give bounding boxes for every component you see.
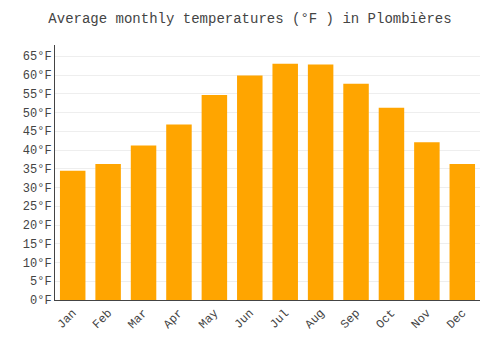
svg-text:5°F: 5°F [30,275,52,289]
svg-text:60°F: 60°F [23,69,52,83]
svg-text:May: May [196,307,221,332]
svg-text:Jul: Jul [267,307,292,332]
svg-text:Feb: Feb [90,307,115,332]
svg-text:Aug: Aug [303,307,328,332]
svg-text:50°F: 50°F [23,107,52,121]
svg-text:Sep: Sep [338,307,363,332]
svg-text:40°F: 40°F [23,144,52,158]
svg-text:10°F: 10°F [23,257,52,271]
svg-text:Nov: Nov [409,307,434,332]
svg-text:25°F: 25°F [23,200,52,214]
svg-text:Mar: Mar [125,307,150,332]
svg-text:Dec: Dec [444,307,469,332]
svg-text:45°F: 45°F [23,125,52,139]
svg-text:Jan: Jan [55,307,80,332]
svg-text:55°F: 55°F [23,88,52,102]
svg-text:Oct: Oct [373,307,398,332]
svg-text:65°F: 65°F [23,50,52,64]
svg-text:Jun: Jun [232,307,257,332]
svg-text:30°F: 30°F [23,182,52,196]
svg-text:0°F: 0°F [30,294,52,308]
svg-text:Apr: Apr [161,307,186,332]
svg-text:35°F: 35°F [23,163,52,177]
svg-text:15°F: 15°F [23,238,52,252]
svg-text:Average monthly temperatures (: Average monthly temperatures (°F ) in Pl… [48,11,451,27]
svg-text:20°F: 20°F [23,219,52,233]
